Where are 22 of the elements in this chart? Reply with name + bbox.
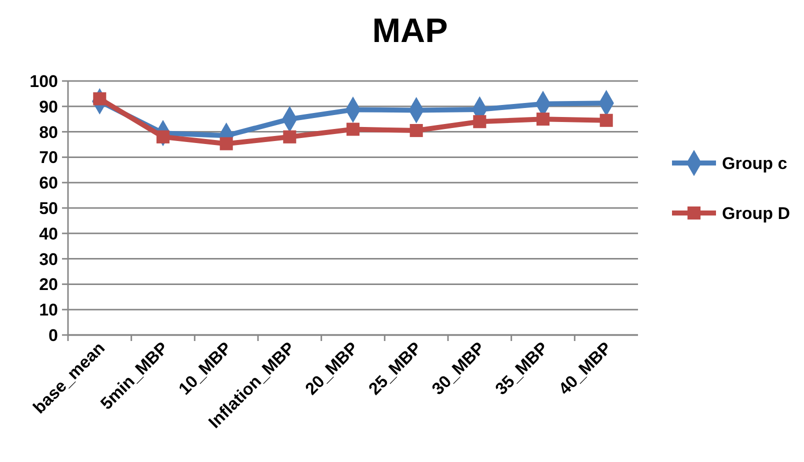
y-tick-label: 100 xyxy=(30,72,58,91)
y-tick-label: 70 xyxy=(39,148,58,168)
y-tick-label: 10 xyxy=(39,300,58,320)
y-tick-label: 40 xyxy=(39,224,58,244)
y-tick-label: 90 xyxy=(39,97,58,116)
legend-label: Group c xyxy=(722,154,788,173)
point xyxy=(220,137,233,150)
point xyxy=(283,130,296,144)
y-tick-label: 80 xyxy=(39,122,58,142)
legend-label: Group D xyxy=(722,204,790,223)
point xyxy=(536,112,550,126)
y-tick-label: 20 xyxy=(39,275,58,294)
point xyxy=(410,124,423,138)
point xyxy=(600,114,613,127)
y-tick-label: 30 xyxy=(39,250,58,269)
point xyxy=(346,122,360,136)
point xyxy=(156,130,170,144)
point xyxy=(473,115,486,128)
y-tick-label: 50 xyxy=(39,198,58,218)
y-tick-label: 0 xyxy=(48,326,58,345)
y-tick-label: 60 xyxy=(39,174,58,193)
chart-title: MAP xyxy=(372,12,448,50)
